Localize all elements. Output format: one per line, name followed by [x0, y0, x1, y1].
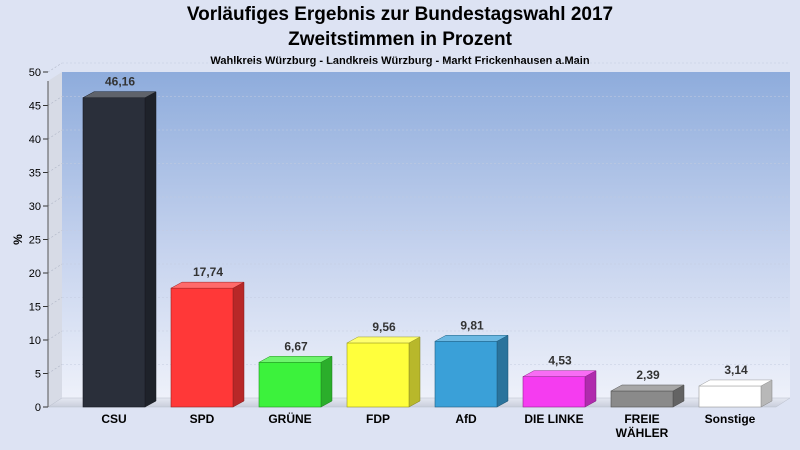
y-tick-label: 30: [29, 201, 41, 213]
gridline-side: [47, 129, 63, 140]
gridline-side: [47, 62, 63, 73]
bar-top: [434, 335, 509, 342]
bar-side: [408, 336, 421, 408]
bar-side: [584, 370, 597, 408]
x-tick-label: FREIE: [624, 412, 659, 426]
bar-side: [320, 355, 333, 408]
bar-2: [258, 355, 333, 408]
x-tick-label: DIE LINKE: [524, 412, 583, 426]
bar-top: [258, 356, 333, 363]
bar-7: [698, 379, 773, 408]
bar-3: [346, 336, 421, 408]
y-tick-label: 50: [29, 67, 41, 79]
bar: [346, 342, 410, 408]
x-tick-label: Sonstige: [705, 412, 756, 426]
y-tick-label: 15: [29, 302, 41, 314]
y-axis-label: %: [11, 234, 25, 245]
data-label: 9,81: [460, 318, 484, 332]
chart-title: Vorläufiges Ergebnis zur Bundestagswahl …: [186, 4, 614, 25]
bar-top: [610, 384, 685, 392]
data-label: 9,56: [372, 320, 396, 334]
y-tick-label: 35: [29, 168, 41, 180]
bar-1: [170, 281, 245, 408]
bar-5: [522, 370, 597, 408]
gridline-side: [47, 96, 63, 106]
data-label: 2,39: [636, 368, 660, 382]
bar-top: [82, 91, 157, 98]
data-label: 46,16: [105, 75, 135, 89]
bar-side: [496, 334, 509, 408]
y-tick-label: 40: [29, 134, 41, 146]
y-tick-label: 0: [35, 402, 41, 414]
data-label: 4,53: [548, 354, 572, 368]
bar-side: [232, 281, 245, 408]
x-tick-label: AfD: [455, 412, 477, 426]
gridline-side: [47, 297, 63, 307]
bar-6: [610, 384, 685, 408]
chart-subtitle: Zweitstimmen in Prozent: [288, 29, 512, 50]
bar-4: [434, 334, 509, 408]
gridline-side: [47, 330, 63, 341]
data-label: 6,67: [284, 339, 308, 353]
plot-left-wall: [48, 72, 62, 407]
bar-0: [82, 91, 157, 408]
bar-side: [144, 91, 157, 408]
gridline-side: [47, 263, 63, 274]
data-label: 17,74: [193, 265, 223, 279]
x-tick-label: CSU: [101, 412, 126, 426]
bar: [610, 390, 674, 408]
chart-caption: Wahlkreis Würzburg - Landkreis Würzburg …: [210, 55, 590, 67]
x-tick-label: WÄHLER: [616, 425, 669, 440]
bar: [258, 362, 322, 408]
y-tick-label: 5: [35, 369, 41, 381]
bar: [698, 385, 762, 408]
gridline-side: [47, 230, 63, 240]
x-tick-label: SPD: [190, 412, 215, 426]
y-tick-label: 45: [29, 101, 41, 113]
bar-top: [170, 281, 245, 289]
data-label: 3,14: [724, 363, 748, 377]
y-tick-label: 10: [29, 335, 41, 347]
gridline-side: [47, 196, 63, 207]
y-tick-label: 25: [29, 235, 41, 247]
bar-top: [346, 336, 421, 344]
x-tick-label: GRÜNE: [268, 411, 311, 426]
x-tick-label: FDP: [366, 412, 390, 426]
bar: [170, 287, 234, 408]
y-tick-label: 20: [29, 268, 41, 280]
bar: [82, 97, 146, 408]
bar: [434, 340, 498, 408]
bar: [522, 376, 586, 408]
bar-top: [698, 379, 773, 387]
gridline-side: [47, 163, 63, 173]
gridline-side: [47, 364, 63, 374]
bar-top: [522, 370, 597, 377]
